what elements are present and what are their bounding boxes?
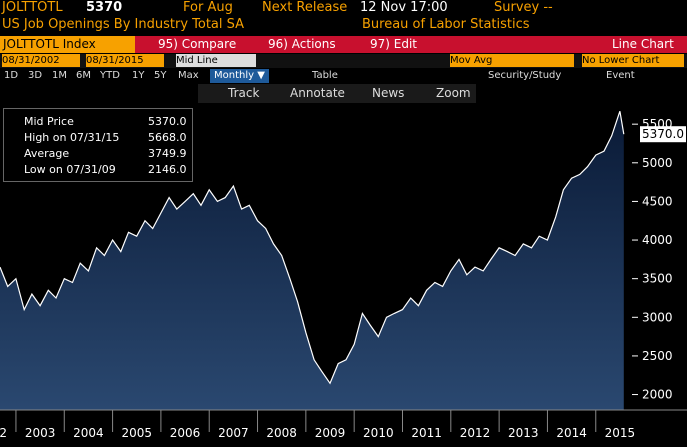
chart-tool[interactable]: Zoom bbox=[436, 86, 471, 100]
line bbox=[0, 111, 625, 385]
x-tick-label: 2005 bbox=[121, 426, 152, 440]
legend-value: 5370.0 bbox=[148, 115, 187, 128]
period-button[interactable]: Max bbox=[178, 70, 199, 81]
legend-value: 2146.0 bbox=[148, 163, 187, 176]
area bbox=[0, 111, 624, 410]
last-price-label: 5370.0 bbox=[642, 127, 684, 141]
actions-button[interactable]: 96) Actions bbox=[268, 36, 336, 53]
period-button[interactable]: 6M bbox=[76, 70, 91, 81]
source: Bureau of Labor Statistics bbox=[362, 17, 530, 32]
x-tick-label: 2014 bbox=[556, 426, 587, 440]
legend-label: Average bbox=[24, 147, 70, 160]
x-tick-label: 2015 bbox=[605, 426, 636, 440]
frequency[interactable]: Monthly ▼ bbox=[210, 69, 269, 83]
legend-label: Low on 07/31/09 bbox=[24, 163, 116, 176]
last-value: 5370 bbox=[86, 0, 123, 15]
edit-button[interactable]: 97) Edit bbox=[370, 36, 418, 53]
legend-value: 5668.0 bbox=[148, 131, 187, 144]
x-tick-label: 2007 bbox=[218, 426, 249, 440]
period-button[interactable]: 1D bbox=[4, 70, 19, 81]
next-release-label: Next Release bbox=[262, 0, 348, 15]
x-tick-label: 2002 bbox=[0, 426, 7, 440]
y-tick-label: 3500 bbox=[642, 272, 673, 286]
chart: 2002 2003 2004 2005 2006 2007 2008 2009 2010 2011… bbox=[0, 84, 687, 440]
compare-button[interactable]: 95) Compare bbox=[158, 36, 237, 53]
ticker: JOLTTOTL bbox=[2, 0, 63, 15]
y-tick-label: 3000 bbox=[642, 310, 673, 324]
y-tick-label: 4000 bbox=[642, 233, 673, 247]
security-study[interactable]: Security/Study bbox=[488, 70, 562, 81]
mov-avg[interactable]: Mov Avg bbox=[450, 54, 574, 67]
chart-tool[interactable]: Annotate bbox=[290, 86, 345, 100]
period: For Aug bbox=[183, 0, 233, 15]
y-tick-label: 2500 bbox=[642, 349, 673, 363]
chart-tool[interactable]: News bbox=[372, 86, 405, 100]
x-tick-label: 2006 bbox=[170, 426, 201, 440]
y-tick-label: 2000 bbox=[642, 388, 673, 402]
period-button[interactable]: YTD bbox=[100, 70, 120, 81]
survey: Survey -- bbox=[494, 0, 553, 15]
x-tick-label: 2008 bbox=[266, 426, 297, 440]
x-tick-label: 2010 bbox=[363, 426, 394, 440]
x-tick-label: 2013 bbox=[508, 426, 539, 440]
chart-tool[interactable]: Track bbox=[228, 86, 260, 100]
study-select[interactable]: Mid Line bbox=[176, 54, 256, 67]
legend bbox=[3, 108, 193, 182]
x-tick-label: 2012 bbox=[460, 426, 491, 440]
x-tick-label: 2003 bbox=[25, 426, 56, 440]
period-button[interactable]: 1Y bbox=[132, 70, 145, 81]
y-tick-label: 5000 bbox=[642, 156, 673, 170]
x-tick-label: 2011 bbox=[411, 426, 442, 440]
legend-value: 3749.9 bbox=[148, 147, 187, 160]
lower-chart[interactable]: No Lower Chart bbox=[582, 54, 684, 67]
next-release: 12 Nov 17:00 bbox=[360, 0, 448, 15]
period-button[interactable]: 5Y bbox=[154, 70, 167, 81]
x-tick-label: 2004 bbox=[73, 426, 104, 440]
security-field[interactable]: JOLTTOTL Index bbox=[0, 36, 135, 53]
period-button[interactable]: 3D bbox=[28, 70, 43, 81]
chart-type[interactable]: Line Chart bbox=[612, 36, 674, 53]
y-tick-label: 4500 bbox=[642, 194, 673, 208]
period-button[interactable]: 1M bbox=[52, 70, 67, 81]
start-date[interactable]: 08/31/2002 bbox=[2, 54, 80, 67]
description: US Job Openings By Industry Total SA bbox=[2, 17, 245, 32]
legend-label: High on 07/31/15 bbox=[24, 131, 120, 144]
last-price-tag bbox=[640, 126, 686, 143]
legend-label: Mid Price bbox=[24, 115, 74, 128]
chart-tools bbox=[198, 84, 476, 103]
table-button[interactable]: Table bbox=[312, 70, 338, 81]
event[interactable]: Event bbox=[606, 70, 635, 81]
x-tick-label: 2009 bbox=[315, 426, 346, 440]
end-date[interactable]: 08/31/2015 bbox=[86, 54, 164, 67]
